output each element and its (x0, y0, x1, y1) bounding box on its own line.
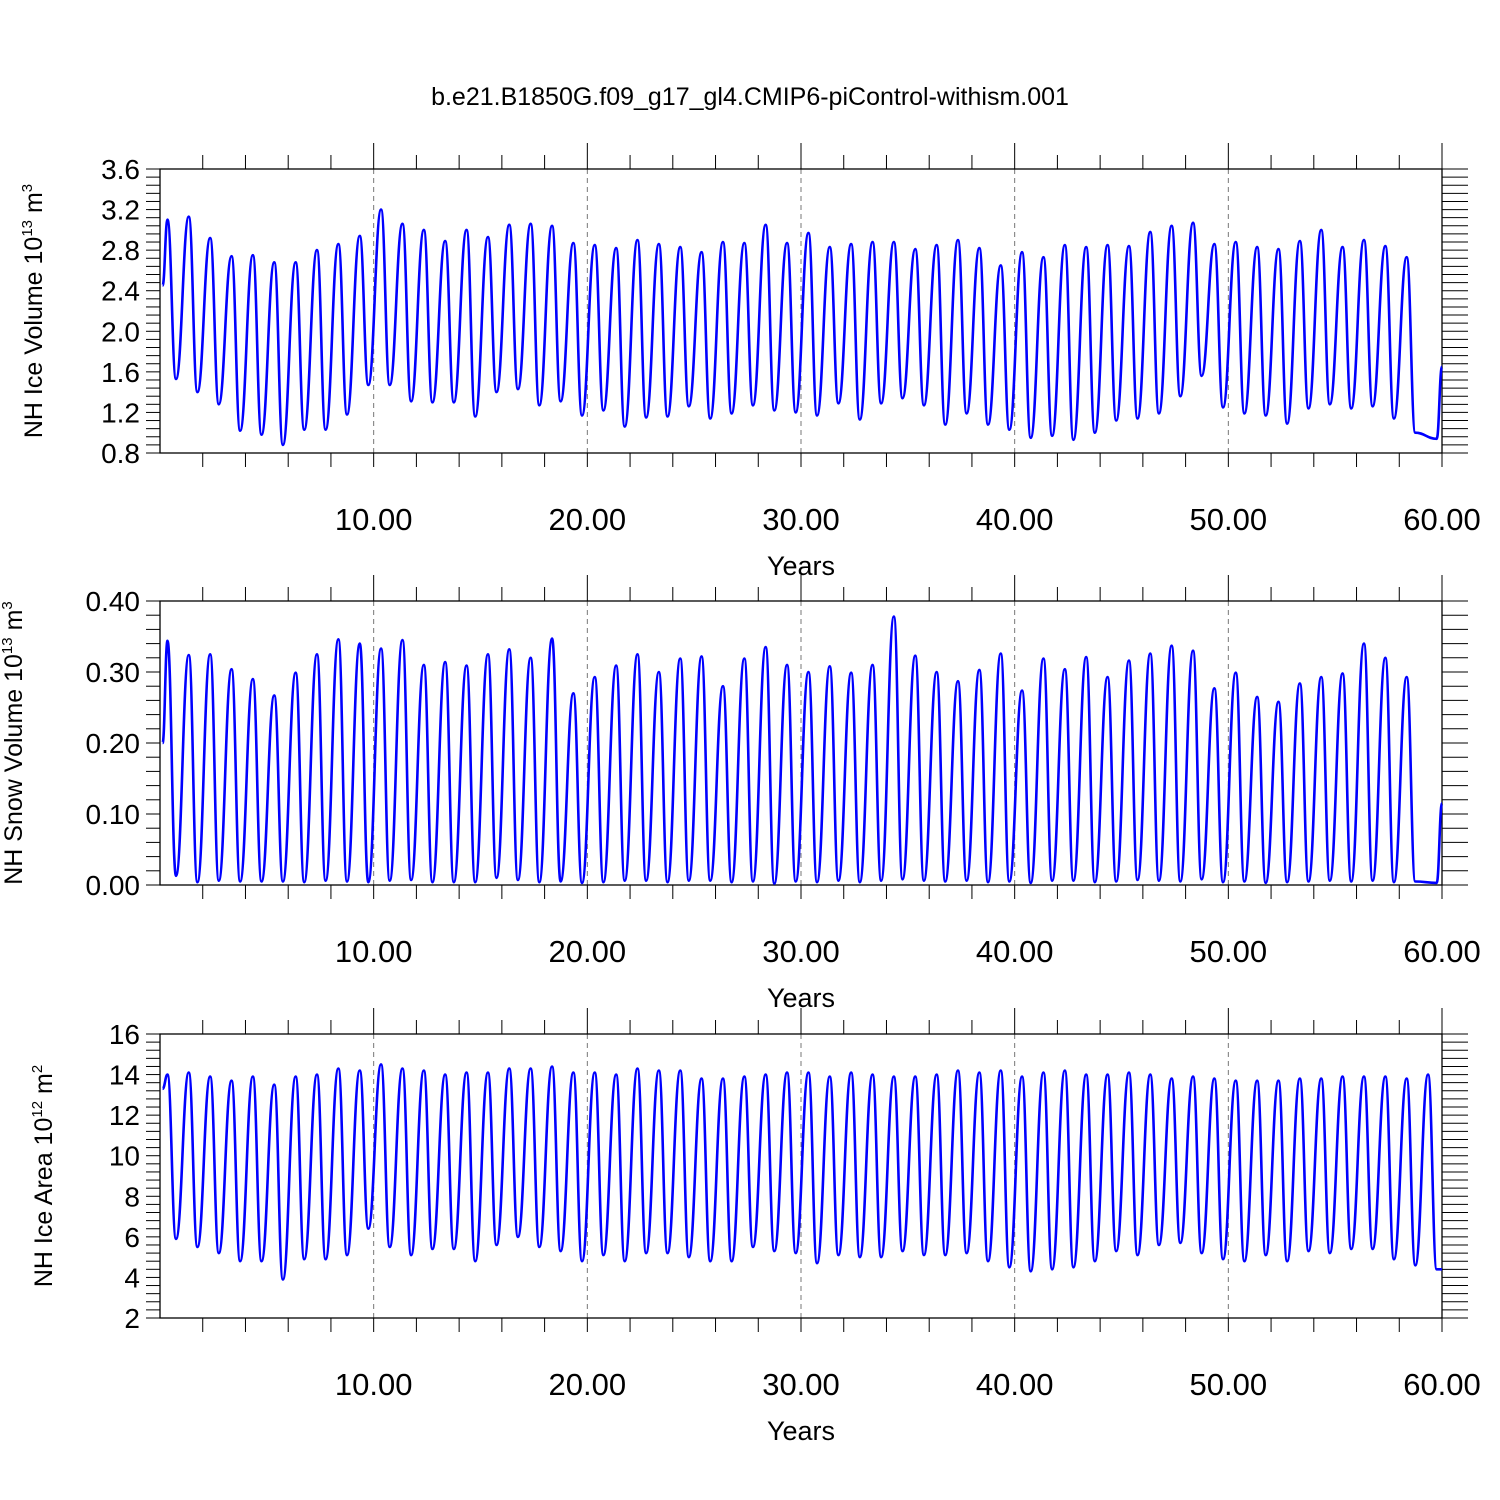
x-tick-label: 50.00 (1190, 502, 1268, 537)
panel-2: 0.00 0.10 0.20 0.30 0.40 10.00 20.00 30.00 40.00… (0, 575, 1481, 1013)
x-tick-label: 10.00 (335, 1367, 413, 1402)
plot-frame (159, 168, 1443, 454)
y-axis-label: NH Ice Volume 1013 m3 (19, 184, 48, 438)
y-tick-label: 3.2 (101, 195, 140, 226)
x-tick-label: 20.00 (549, 502, 627, 537)
y-tick-label: 2.0 (101, 316, 140, 347)
y-tick-label: 0.8 (101, 438, 140, 469)
y-tick-label: 0.30 (86, 657, 141, 688)
x-tick-label: 60.00 (1403, 1367, 1481, 1402)
panel-1: 0.8 1.2 1.6 2.0 2.4 2.8 3.2 3.6 10.00 20.00 30.00 4… (19, 143, 1481, 581)
y-tick-label: 0.40 (86, 586, 141, 617)
plot-frame (159, 600, 1443, 886)
y-tick-label: 8 (124, 1181, 140, 1212)
series-line (161, 615, 1444, 885)
y-tick-label: 1.6 (101, 357, 140, 388)
figure-title: b.e21.B1850G.f09_g17_gl4.CMIP6-piControl… (431, 83, 1069, 111)
y-axis-label: NH Ice Area 1012 m2 (29, 1065, 58, 1287)
panel-3: 2 4 6 8 10 12 14 16 10.00 20.00 30.00 40.00 50.00 60.… (29, 1008, 1481, 1446)
x-axis-label: Years (767, 1416, 835, 1446)
y-tick-label: 16 (109, 1019, 140, 1050)
y-tick-label: 2 (124, 1303, 140, 1334)
x-tick-label: 60.00 (1403, 502, 1481, 537)
x-tick-label: 40.00 (976, 1367, 1054, 1402)
y-tick-label: 0.20 (86, 728, 141, 759)
x-tick-label: 10.00 (335, 502, 413, 537)
y-tick-label: 12 (109, 1100, 140, 1131)
y-tick-label: 0.00 (86, 870, 141, 901)
x-tick-label: 50.00 (1190, 934, 1268, 969)
y-tick-label: 3.6 (101, 154, 140, 185)
x-tick-label: 20.00 (549, 934, 627, 969)
x-tick-label: 30.00 (762, 1367, 840, 1402)
y-tick-label: 4 (124, 1262, 140, 1293)
x-tick-label: 40.00 (976, 502, 1054, 537)
series-line (161, 208, 1444, 447)
y-tick-label: 2.8 (101, 235, 140, 266)
y-tick-label: 14 (109, 1060, 140, 1091)
y-tick-label: 1.2 (101, 397, 140, 428)
y-tick-label: 10 (109, 1141, 140, 1172)
series-line (161, 1063, 1442, 1281)
x-tick-label: 30.00 (762, 502, 840, 537)
x-tick-label: 50.00 (1190, 1367, 1268, 1402)
plot-frame (159, 1033, 1443, 1319)
x-tick-label: 30.00 (762, 934, 840, 969)
y-axis-label: NH Snow Volume 1013 m3 (0, 601, 28, 885)
panels: 0.81.21.62.02.42.83.23.610.00 20.00 30.00 4… (0, 143, 1481, 1446)
x-tick-label: 60.00 (1403, 934, 1481, 969)
x-tick-label: 20.00 (549, 1367, 627, 1402)
x-tick-label: 10.00 (335, 934, 413, 969)
y-tick-label: 2.4 (101, 276, 140, 307)
x-tick-label: 40.00 (976, 934, 1054, 969)
y-tick-label: 6 (124, 1222, 140, 1253)
y-tick-label: 0.10 (86, 799, 141, 830)
